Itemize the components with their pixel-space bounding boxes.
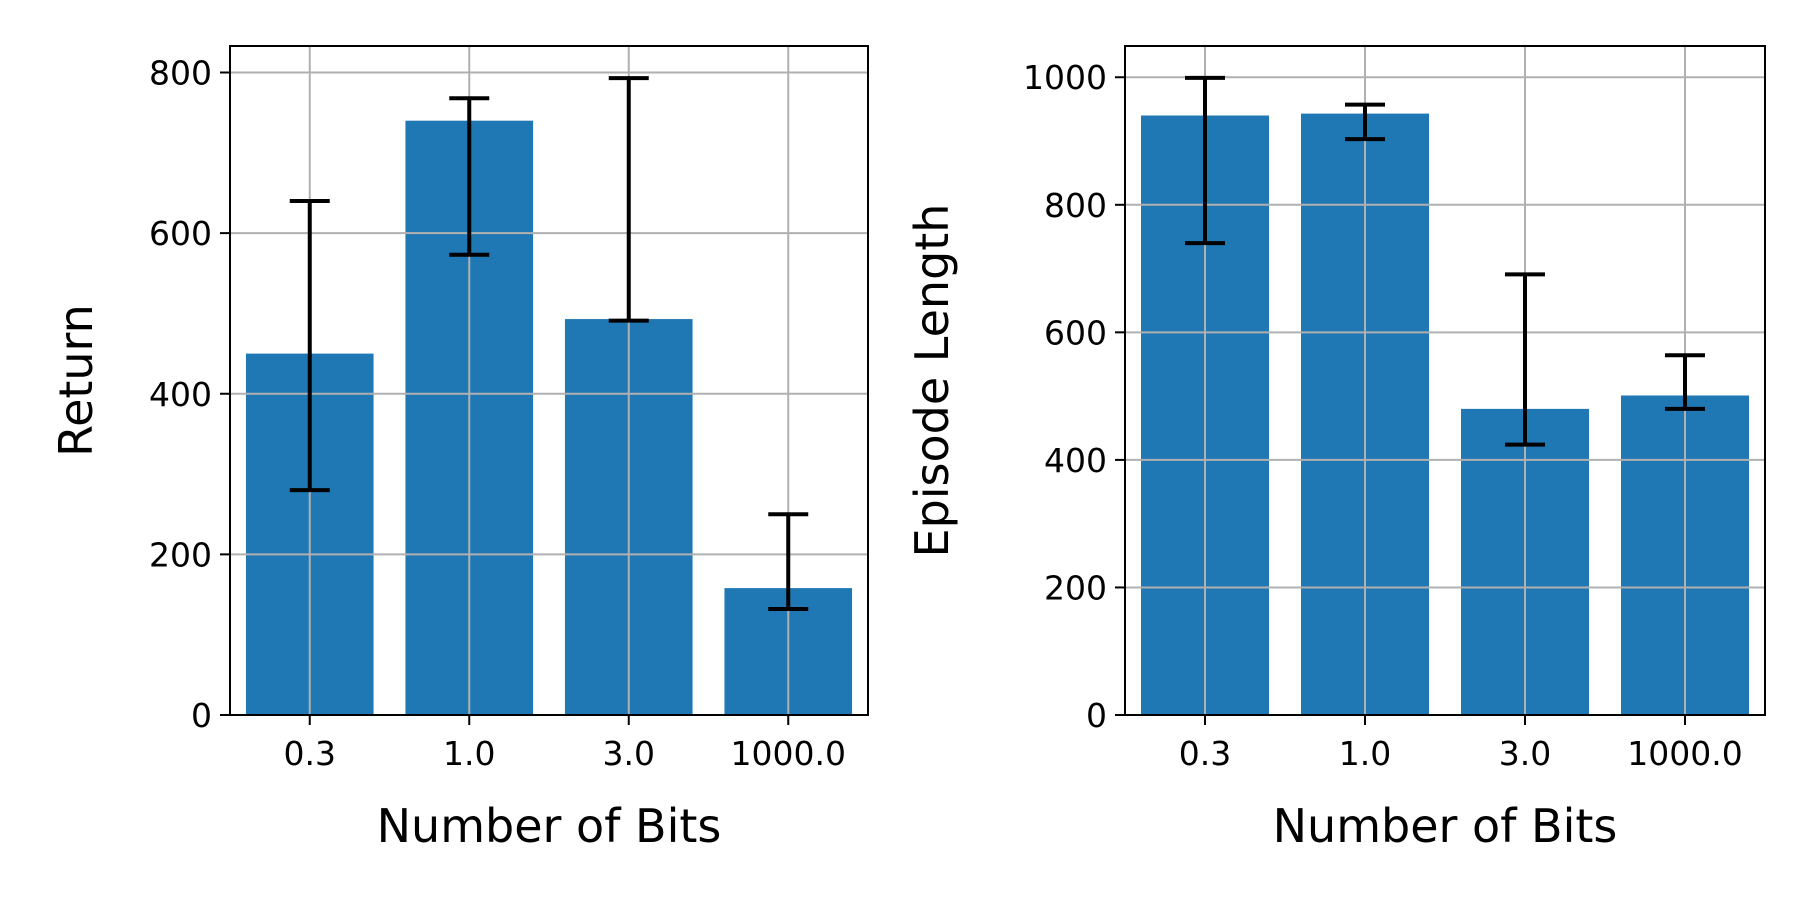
x-axis-title: Number of Bits	[1273, 799, 1618, 853]
x-tick-label: 1000.0	[1627, 734, 1742, 773]
plot-frame	[1124, 45, 1766, 716]
y-tick-label: 400	[1044, 441, 1107, 480]
y-axis-title: Episode Length	[905, 204, 959, 558]
y-tick-label: 200	[149, 535, 212, 574]
y-tick-label: 0	[1086, 696, 1107, 735]
y-tick-label: 0	[191, 696, 212, 735]
x-tick-label: 1.0	[1339, 734, 1391, 773]
x-tick-label: 3.0	[603, 734, 655, 773]
x-axis-title: Number of Bits	[377, 799, 722, 853]
x-tick-label: 0.3	[284, 734, 336, 773]
y-tick-label: 1000	[1023, 58, 1107, 97]
y-tick-label: 800	[1044, 186, 1107, 225]
y-tick-label: 800	[149, 54, 212, 93]
y-tick-label: 600	[149, 214, 212, 253]
plot-frame	[229, 45, 869, 716]
y-axis-title: Return	[49, 304, 103, 457]
x-tick-label: 3.0	[1499, 734, 1551, 773]
y-tick-label: 200	[1044, 568, 1107, 607]
x-tick-label: 1.0	[443, 734, 495, 773]
y-tick-label: 600	[1044, 313, 1107, 352]
x-tick-label: 1000.0	[731, 734, 846, 773]
y-tick-label: 400	[149, 375, 212, 414]
x-tick-label: 0.3	[1179, 734, 1231, 773]
